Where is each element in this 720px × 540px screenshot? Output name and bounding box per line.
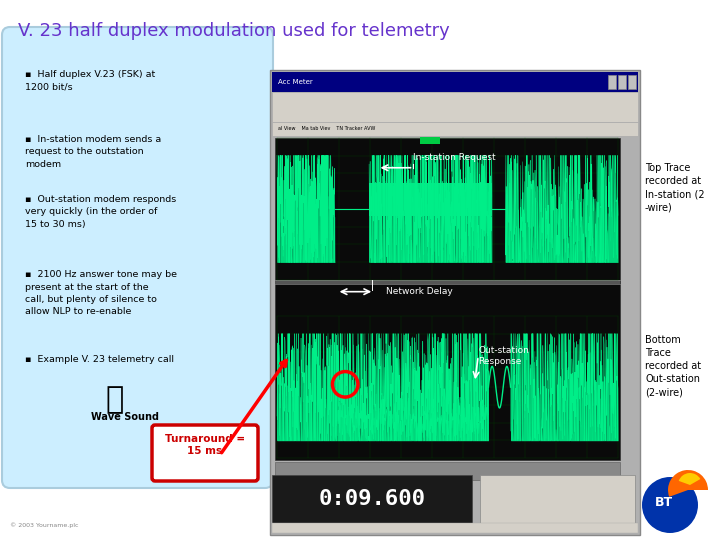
- Bar: [275, 280, 620, 284]
- Text: ▪  Example V. 23 telemetry call: ▪ Example V. 23 telemetry call: [25, 355, 174, 364]
- Text: BT: BT: [655, 496, 673, 510]
- Circle shape: [642, 477, 698, 533]
- Text: Network Delay: Network Delay: [386, 287, 453, 296]
- Bar: [420, 137, 440, 144]
- Bar: [272, 475, 472, 523]
- FancyBboxPatch shape: [152, 425, 258, 481]
- Text: Top Trace
recorded at
In-station (2
-wire): Top Trace recorded at In-station (2 -wir…: [645, 163, 705, 212]
- Bar: [618, 75, 626, 89]
- Text: Bottom
Trace
recorded at
Out-station
(2-wire): Bottom Trace recorded at Out-station (2-…: [645, 334, 701, 397]
- FancyBboxPatch shape: [2, 27, 273, 488]
- Text: V. 23 half duplex modulation used for telemetry: V. 23 half duplex modulation used for te…: [18, 22, 450, 40]
- Bar: [272, 92, 638, 122]
- Text: 🔊: 🔊: [106, 385, 124, 414]
- Bar: [275, 138, 620, 460]
- Text: Wave Sound: Wave Sound: [91, 412, 159, 422]
- Bar: [272, 122, 638, 136]
- Bar: [628, 75, 636, 89]
- Wedge shape: [679, 473, 701, 485]
- Bar: [272, 523, 638, 533]
- Text: ▪  In-station modem sends a
request to the outstation
modem: ▪ In-station modem sends a request to th…: [25, 135, 161, 169]
- Text: ▪  Half duplex V.23 (FSK) at
1200 bit/s: ▪ Half duplex V.23 (FSK) at 1200 bit/s: [25, 70, 156, 91]
- Text: Acc Meter: Acc Meter: [278, 79, 312, 85]
- Text: Turnaround =
15 ms: Turnaround = 15 ms: [165, 434, 245, 456]
- Text: ▪  Out-station modem responds
very quickly (in the order of
15 to 30 ms): ▪ Out-station modem responds very quickl…: [25, 195, 176, 229]
- Bar: [608, 75, 616, 89]
- Text: al View    Ma tab Viev    TN Tracker AVW: al View Ma tab Viev TN Tracker AVW: [278, 126, 375, 132]
- Bar: [480, 475, 635, 523]
- Wedge shape: [668, 470, 708, 497]
- Bar: [369, 183, 492, 216]
- Bar: [272, 72, 638, 92]
- Text: Out-station
Response: Out-station Response: [478, 346, 529, 366]
- Text: In-station Request: In-station Request: [413, 153, 496, 162]
- Text: 0:09.600: 0:09.600: [318, 489, 426, 509]
- Text: ▪  2100 Hz answer tone may be
present at the start of the
call, but plenty of si: ▪ 2100 Hz answer tone may be present at …: [25, 270, 177, 316]
- Bar: [270, 70, 640, 535]
- Text: © 2003 Yourname.plc: © 2003 Yourname.plc: [10, 522, 78, 528]
- Bar: [275, 462, 620, 480]
